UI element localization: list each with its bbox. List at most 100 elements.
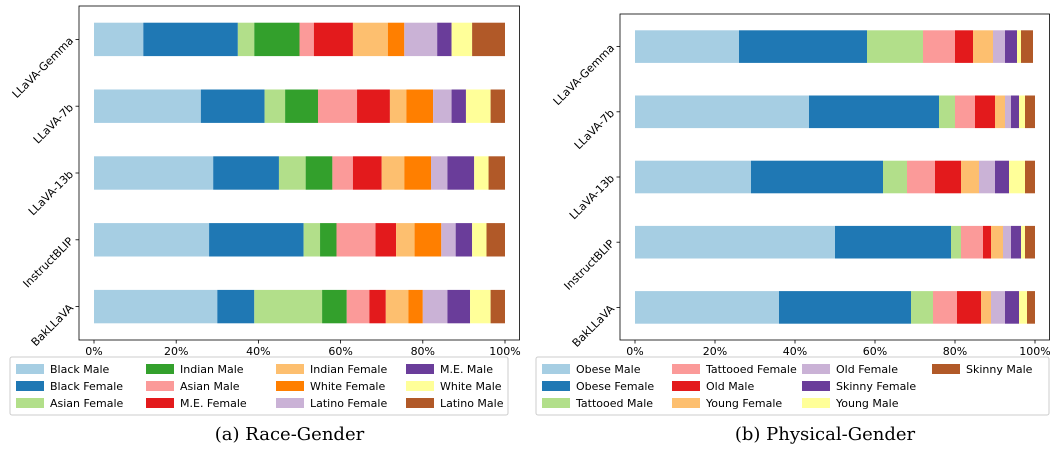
legend-label: Old Female [836,363,898,376]
bar-segment [433,89,452,123]
legend-label: Obese Male [576,363,641,376]
x-tick-label: 0% [626,345,643,358]
bar-segment [490,89,505,123]
bar-segment [1025,160,1035,194]
bar-segment [961,225,983,259]
bar-segment [635,30,739,63]
legend-swatch [406,364,434,374]
bar-segment [385,289,409,324]
bar-segment [933,291,957,324]
bar-segment [739,30,867,63]
bar-segment [451,22,473,57]
bar-segment [470,289,491,324]
x-tick-label: 80% [411,345,435,358]
bar-segment [143,22,238,57]
bar-segment [451,89,466,123]
x-tick-label: 80% [943,345,967,358]
bar-segment [254,22,300,57]
legend-swatch [542,381,570,391]
bar-segment [991,291,1005,324]
bar-segment [94,156,214,190]
bar-segment [357,89,390,123]
y-tick-label: LLaVA-Gemma [551,42,617,108]
legend-label: Tattooed Female [705,363,797,376]
bar-segment [1011,225,1021,259]
y-tick-label: LLaVA-13b [567,172,617,222]
bar-segment [441,223,456,257]
bar-segment [237,22,255,57]
bar-segment [303,223,321,257]
bar-segment [217,289,255,324]
y-tick-label: InstructBLIP [20,234,76,290]
legend-swatch [802,364,830,374]
bar-segment [299,22,314,57]
bar-segment [867,30,923,63]
panel-race-gender: BakLLaVA InstructBLIP LLaVA-13b LLaVA-7bLLa… [9,5,521,445]
bar-segment [94,289,218,324]
bar-segment [935,160,961,194]
bar-segment [254,289,323,324]
bar-segment [431,156,448,190]
bar-segment [352,22,388,57]
legend-swatch [16,381,44,391]
bar-segment [200,89,265,123]
bar-segment [1021,30,1033,63]
legend-swatch [542,398,570,408]
legend-label: Tattooed Male [575,397,653,410]
bar-segment [635,225,835,259]
bar-segment [285,89,318,123]
bar-segment [951,225,961,259]
legend-label: Young Male [835,397,899,410]
bar-segment [317,89,358,123]
legend-label: White Female [310,380,385,393]
bar-segment [404,156,432,190]
x-tick-label: 100% [1019,345,1050,358]
bar-segment [322,289,347,324]
bar-segment [1003,225,1011,259]
x-tick-label: 60% [863,345,887,358]
bar-segment [305,156,333,190]
y-tick-label: LLaVA-13b [26,168,76,218]
legend-label: Young Female [705,397,782,410]
bar-segment [835,225,951,259]
x-tick-label: 20% [703,345,727,358]
bar-segment [406,89,434,123]
y-tick-label: InstructBLIP [561,237,617,293]
legend-label: M.E. Female [180,397,247,410]
bar-segment [455,223,473,257]
chart-caption: (a) Race-Gender [215,424,365,445]
legend-swatch [672,364,700,374]
bar-segment [387,22,405,57]
legend-swatch [542,364,570,374]
bar-segment [993,30,1005,63]
legend-swatch [16,364,44,374]
bar-segment [1019,291,1027,324]
bar-segment [883,160,907,194]
legend-swatch [276,398,304,408]
bar-segment [437,22,452,57]
bar-segment [213,156,279,190]
legend-label: Skinny Male [966,363,1033,376]
bar-segment [264,89,286,123]
bar-segment [414,223,442,257]
bar-segment [346,289,370,324]
legend-label: Indian Female [310,363,387,376]
bar-segment [779,291,911,324]
bar-segment [209,223,304,257]
bar-segment [278,156,306,190]
bar-segment [1009,160,1025,194]
y-tick-label: BakLLaVA [570,302,618,350]
bar-segment [1005,30,1017,63]
bar-segment [336,223,376,257]
y-tick-label: BakLLaVA [29,301,77,349]
legend-swatch [672,398,700,408]
bar-segment [1017,30,1021,63]
bar-segment [396,223,415,257]
bar-segment [375,223,397,257]
legend-swatch [146,398,174,408]
bar-segment [995,160,1009,194]
legend-swatch [406,381,434,391]
panel-physical-gender: BakLLaVA InstructBLIP LLaVA-13b LLaVA-7bLLa… [535,13,1050,445]
bar-segment [911,291,933,324]
